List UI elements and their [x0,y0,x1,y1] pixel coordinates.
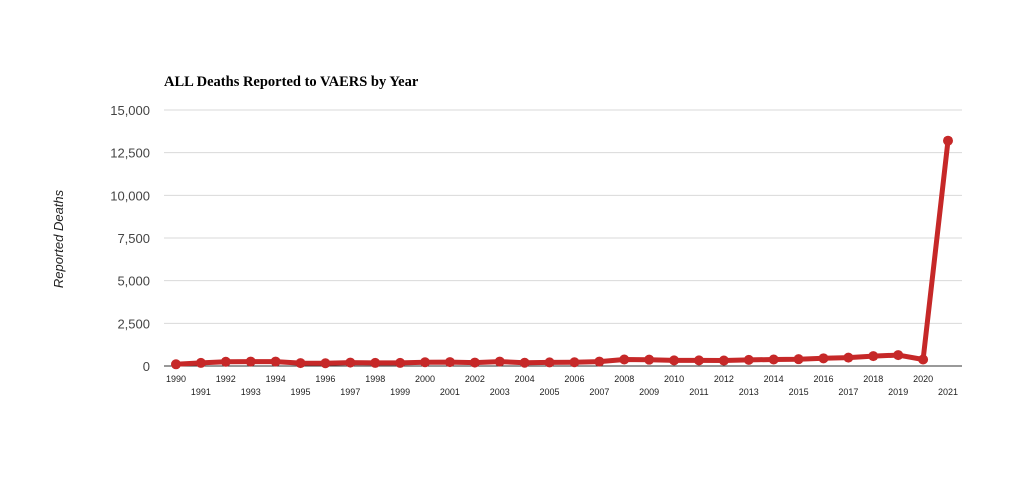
data-point [320,358,331,369]
series-reported-deaths [171,135,953,370]
data-point [868,351,879,362]
x-tick-label: 2003 [490,387,510,397]
x-tick-label: 2020 [913,374,933,384]
y-tick-label: 12,500 [110,146,150,161]
data-point [420,357,431,368]
x-tick-label: 2005 [540,387,560,397]
data-point [743,354,754,365]
x-tick-label: 1999 [390,387,410,397]
data-point [644,354,655,365]
y-tick-label: 2,500 [117,316,150,331]
x-tick-label: 2016 [813,374,833,384]
data-point [669,355,680,366]
chart-title: ALL Deaths Reported to VAERS by Year [164,74,419,90]
x-tick-label: 1995 [291,387,311,397]
data-point [569,357,580,368]
data-point [345,357,356,368]
x-tick-label: 2018 [863,374,883,384]
x-tick-label: 2017 [838,387,858,397]
data-point [718,355,729,366]
x-tick-label: 2019 [888,387,908,397]
x-tick-label: 2009 [639,387,659,397]
data-point [544,357,555,368]
data-point [270,356,281,367]
data-point [295,358,306,369]
data-point [893,350,904,361]
data-point [370,357,381,368]
data-point [768,354,779,365]
data-point [594,356,605,367]
y-tick-label: 0 [143,359,150,374]
y-tick-label: 7,500 [117,231,150,246]
x-tick-label: 2001 [440,387,460,397]
x-tick-label: 2014 [764,374,784,384]
data-point [943,135,953,146]
x-tick-label: 1997 [340,387,360,397]
y-tick-label: 5,000 [117,274,150,289]
data-point [693,355,704,366]
x-tick-label: 2002 [465,374,485,384]
y-axis-ticks: 0 2,500 5,000 7,500 10,000 12,500 15,000 [110,103,150,374]
x-tick-label: 2015 [789,387,809,397]
data-point [195,357,206,368]
x-tick-label: 1993 [241,387,261,397]
data-point [395,357,406,368]
x-tick-label: 2000 [415,374,435,384]
data-point [171,359,181,370]
x-tick-label: 2010 [664,374,684,384]
y-tick-label: 15,000 [110,103,150,118]
data-point [843,352,854,363]
data-point [519,357,530,368]
data-point [469,357,480,368]
series-line [173,138,951,367]
x-tick-label: 1991 [191,387,211,397]
x-tick-label: 2013 [739,387,759,397]
x-tick-label: 1996 [315,374,335,384]
x-tick-label: 2004 [515,374,535,384]
y-axis-label: Reported Deaths [51,189,66,288]
x-tick-label: 2007 [589,387,609,397]
data-point [619,354,630,365]
data-point [245,356,256,367]
data-point [793,354,804,365]
x-tick-label: 2011 [689,387,708,397]
grid-lines [164,109,962,324]
data-point [444,357,455,368]
data-point [918,354,929,365]
x-tick-label: 1992 [216,374,236,384]
x-tick-label: 1990 [166,374,186,384]
x-tick-label: 2021 [938,387,958,397]
data-point [494,356,505,367]
x-axis-ticks: 1990 1991 1992 1993 1994 1995 1996 1997 1998 1999… [166,374,958,397]
x-tick-label: 1998 [365,374,385,384]
x-tick-label: 2012 [714,374,734,384]
x-tick-label: 2008 [614,374,634,384]
data-point [818,353,829,364]
x-tick-label: 2006 [564,374,584,384]
data-point [220,356,231,367]
x-tick-label: 1994 [266,374,286,384]
y-tick-label: 10,000 [110,188,150,203]
